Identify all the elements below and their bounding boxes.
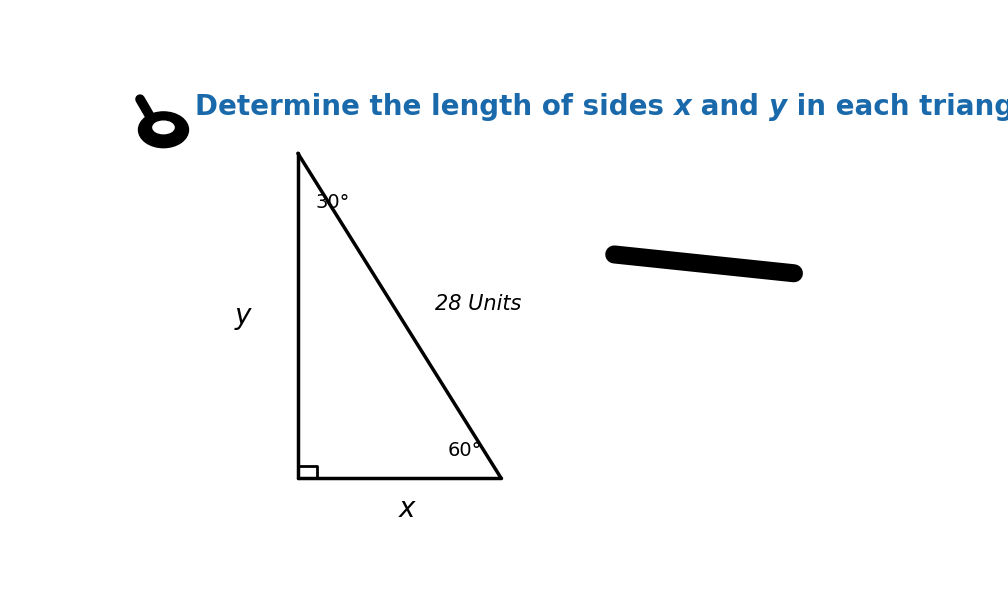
Ellipse shape xyxy=(138,112,188,148)
Text: y: y xyxy=(235,302,251,329)
Text: and: and xyxy=(691,93,769,121)
Text: in each triangle.: in each triangle. xyxy=(787,93,1008,121)
Text: x: x xyxy=(673,93,691,121)
Text: 60°: 60° xyxy=(448,441,482,460)
Ellipse shape xyxy=(153,121,174,134)
Text: 28 Units: 28 Units xyxy=(434,294,521,314)
Text: x: x xyxy=(399,494,415,522)
Text: y: y xyxy=(769,93,787,121)
Text: Determine the length of sides: Determine the length of sides xyxy=(195,93,673,121)
Text: 30°: 30° xyxy=(316,193,350,212)
